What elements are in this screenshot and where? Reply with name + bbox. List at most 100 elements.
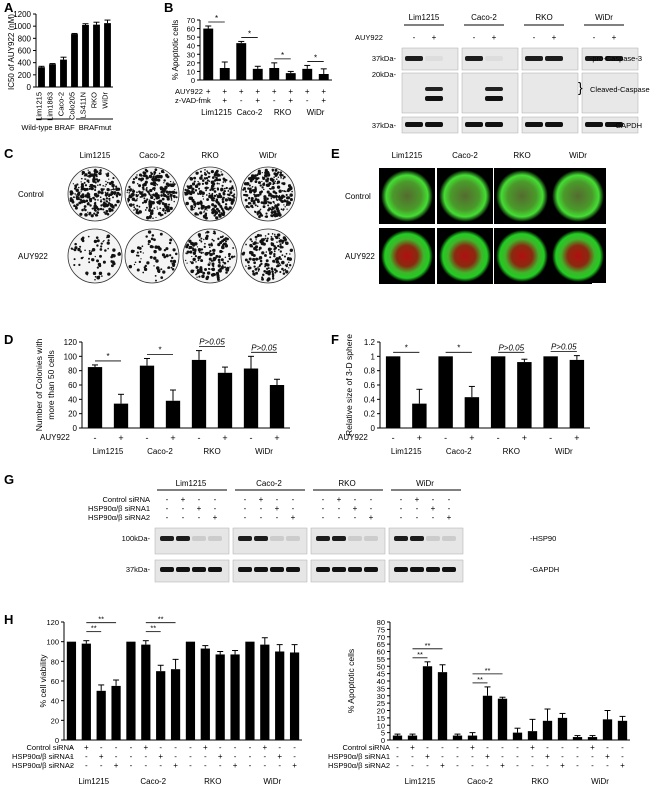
colony-dot — [163, 187, 167, 191]
y-tick-label: 0.4 — [364, 395, 376, 404]
blot-band — [208, 536, 222, 541]
bar — [126, 641, 136, 740]
panel-e-sphere-images: E Lim1215 Caco-2 RKO WiDr Control AUY922 — [331, 146, 606, 285]
band-label: -pro-Caspase-3 — [590, 54, 642, 63]
colony-dot — [88, 251, 93, 256]
significance-mark: * — [158, 345, 161, 354]
colony-dot — [254, 186, 257, 189]
colony-dot — [209, 196, 212, 199]
colony-dot — [276, 199, 279, 202]
colony-dot — [200, 237, 203, 240]
sign-mark: - — [276, 495, 279, 504]
sign-mark: - — [276, 513, 279, 522]
colony-dot — [216, 173, 220, 177]
colony-dot — [163, 182, 165, 184]
sign-mark: + — [447, 513, 452, 522]
colony-dot — [191, 182, 196, 186]
colony-dot — [283, 196, 285, 198]
colony-dot — [249, 202, 252, 205]
colony-dot — [98, 171, 102, 176]
colony-dot — [245, 205, 248, 208]
colony-dot — [273, 254, 276, 258]
sign-mark: - — [198, 495, 201, 504]
colony-dot — [90, 183, 94, 188]
colony-dot — [289, 253, 291, 255]
group-label: RKO — [203, 447, 220, 456]
spheroid — [439, 230, 491, 282]
colony-dot — [208, 192, 211, 195]
colony-dot — [136, 208, 139, 211]
colony-dot — [80, 181, 82, 183]
panel-f-chart: 0 0.2 0.4 0.6 0.8 1 1.2 Relative size of 3-D sp… — [338, 334, 590, 456]
significance-mark: * — [106, 352, 109, 361]
row-label: HSP90α/β siRNA1 — [88, 504, 150, 513]
bar — [412, 403, 427, 428]
colony-dot — [155, 168, 158, 171]
colony-dot — [197, 207, 200, 210]
colony-dot — [217, 237, 220, 240]
colony-dot — [221, 197, 224, 200]
colony-dot — [79, 250, 82, 253]
colony-dot — [266, 170, 270, 174]
colony-dot — [258, 191, 262, 195]
colony-dot — [270, 237, 274, 241]
sign-mark: - — [204, 752, 207, 761]
colony-dot — [150, 200, 153, 203]
colony-dot — [196, 201, 200, 206]
sign-mark: + — [255, 87, 260, 96]
colony-dot — [253, 189, 257, 193]
blot-band — [254, 567, 268, 572]
colony-dot — [269, 201, 272, 205]
colony-dot — [277, 233, 281, 237]
sign-mark: - — [546, 761, 549, 770]
category-label: WiDr — [101, 92, 110, 109]
colony-dot — [74, 242, 77, 246]
y-tick-label: 1200 — [13, 10, 31, 19]
y-tick-label: 40 — [51, 697, 59, 706]
colony-dot — [147, 243, 150, 246]
group-label: Lim1215 — [391, 447, 422, 456]
colony-dot — [82, 256, 84, 259]
colony-dot — [158, 172, 161, 175]
colony-dot — [266, 173, 271, 177]
sign-mark: + — [431, 504, 436, 513]
sign-mark: - — [182, 513, 185, 522]
colony-dot — [192, 257, 196, 262]
colony-dot — [104, 191, 107, 194]
sign-mark: - — [354, 495, 357, 504]
blot-band — [394, 567, 408, 572]
blot-frame — [310, 559, 386, 583]
colony-dot — [251, 206, 254, 209]
bar — [236, 43, 247, 80]
molecular-weight-label: 20kDa- — [372, 70, 397, 79]
colony-dot — [200, 251, 203, 255]
colony-dot — [95, 194, 99, 198]
colony-dot — [136, 204, 139, 207]
colony-dot — [204, 168, 206, 171]
y-axis-label: % Apoptotic cells — [171, 20, 180, 80]
colony-dot — [97, 190, 101, 194]
sign-mark: - — [606, 743, 609, 752]
y-tick-label: 20 — [68, 410, 77, 419]
colony-dot — [214, 179, 217, 182]
sign-mark: - — [354, 513, 357, 522]
y-tick-label: 30 — [377, 692, 385, 701]
colony-dot — [208, 175, 211, 178]
sign-mark: - — [411, 761, 414, 770]
blot-band — [605, 56, 623, 61]
colony-dot — [223, 212, 226, 214]
sign-mark: - — [576, 743, 579, 752]
colony-dot — [259, 193, 262, 196]
panel-letter: E — [331, 146, 340, 161]
colony-dot — [139, 250, 142, 253]
colony-dot — [206, 179, 209, 182]
colony-dot — [213, 214, 216, 217]
colony-dot — [197, 259, 200, 262]
sign-mark: - — [561, 752, 564, 761]
colony-dot — [219, 194, 222, 197]
blot-band — [238, 536, 252, 541]
colony-dot — [254, 197, 258, 201]
bar — [497, 698, 508, 740]
colony-dot — [208, 261, 210, 263]
